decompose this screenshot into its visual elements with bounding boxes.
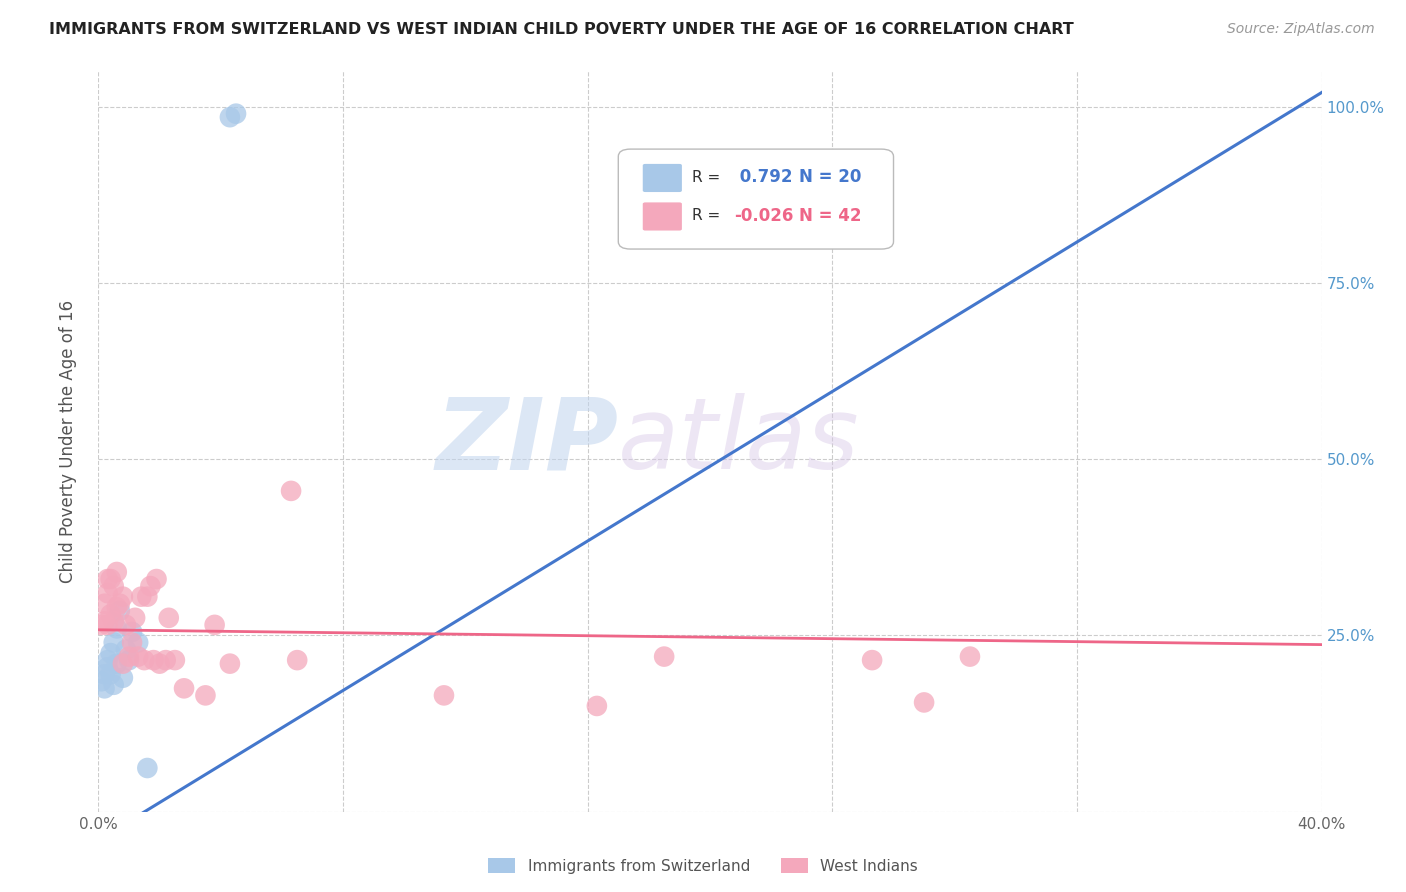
Point [959,649,981,664]
Text: -0.026: -0.026 [734,207,794,225]
Point [97,586,120,600]
Point [173,681,195,696]
Text: N = 20: N = 20 [800,169,862,186]
Point [105,565,128,579]
Point [105,621,128,635]
Point [860,653,883,667]
FancyBboxPatch shape [643,202,682,230]
Point [124,611,146,625]
FancyBboxPatch shape [643,164,682,192]
Text: ZIP: ZIP [436,393,619,490]
Point [912,695,935,709]
Point [100,607,122,622]
Point [121,624,143,639]
Point [105,600,128,615]
Text: R =: R = [692,169,720,185]
Point [139,579,162,593]
Point [115,618,138,632]
Point [111,657,134,671]
Point [280,483,302,498]
Point [103,678,125,692]
Point [93,681,115,696]
Point [136,590,159,604]
Text: 0.792: 0.792 [734,169,793,186]
Point [433,689,456,703]
Point [103,635,125,649]
Point [136,761,159,775]
Point [111,671,134,685]
Text: Source: ZipAtlas.com: Source: ZipAtlas.com [1227,22,1375,37]
Point [194,689,217,703]
Point [219,657,242,671]
Point [127,649,149,664]
Point [127,635,149,649]
Text: R =: R = [692,208,720,223]
Point [157,611,180,625]
Point [97,653,120,667]
Point [134,653,156,667]
Legend: Immigrants from Switzerland, West Indians: Immigrants from Switzerland, West Indian… [482,852,924,880]
Point [652,649,675,664]
Point [97,572,120,586]
Point [586,698,609,713]
Point [103,615,125,629]
Point [90,618,112,632]
Point [93,667,115,681]
Point [108,604,131,618]
Point [155,653,177,667]
Point [118,649,141,664]
Point [149,657,172,671]
Text: atlas: atlas [619,393,860,490]
Point [204,618,226,632]
Point [93,597,115,611]
Point [105,657,128,671]
Point [118,653,141,667]
Point [103,579,125,593]
Point [121,635,143,649]
FancyBboxPatch shape [619,149,893,249]
Point [219,110,242,124]
Point [90,674,112,689]
Text: IMMIGRANTS FROM SWITZERLAND VS WEST INDIAN CHILD POVERTY UNDER THE AGE OF 16 COR: IMMIGRANTS FROM SWITZERLAND VS WEST INDI… [49,22,1074,37]
Point [142,653,165,667]
Text: N = 42: N = 42 [800,207,862,225]
Point [145,572,167,586]
Point [163,653,186,667]
Point [97,660,120,674]
Point [93,615,115,629]
Point [100,572,122,586]
Y-axis label: Child Poverty Under the Age of 16: Child Poverty Under the Age of 16 [59,300,77,583]
Point [111,590,134,604]
Point [108,597,131,611]
Point [100,667,122,681]
Point [225,106,247,120]
Point [285,653,308,667]
Point [100,646,122,660]
Point [115,642,138,657]
Point [97,618,120,632]
Point [129,590,152,604]
